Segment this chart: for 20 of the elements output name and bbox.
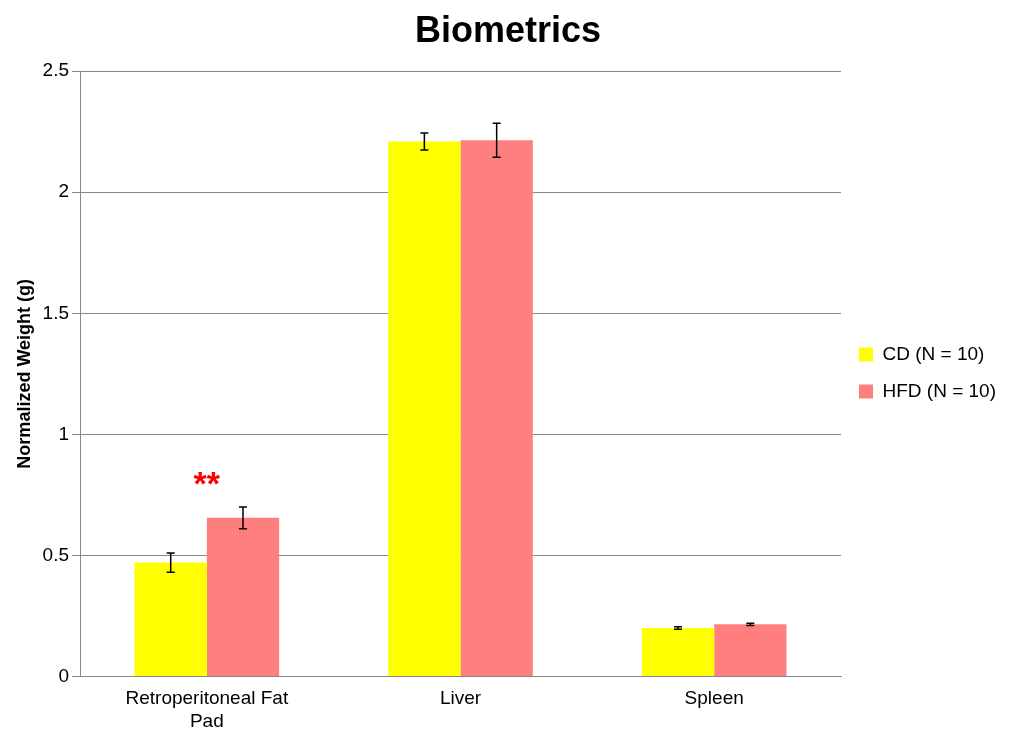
annotation: ** bbox=[193, 464, 221, 503]
y-tick-label: 1 bbox=[58, 422, 70, 444]
y-tick-label: 2.5 bbox=[42, 59, 70, 81]
bar bbox=[460, 140, 533, 676]
legend-label: HFD (N = 10) bbox=[882, 379, 997, 401]
chart-title: Biometrics bbox=[414, 8, 602, 50]
y-tick-label: 0.5 bbox=[42, 543, 70, 565]
x-tick-label: Liver bbox=[439, 687, 482, 709]
y-tick-label: 1.5 bbox=[42, 301, 70, 323]
x-tick-label: Spleen bbox=[684, 687, 744, 709]
y-tick-label: 2 bbox=[58, 180, 70, 202]
bar bbox=[134, 562, 207, 676]
legend-label: CD (N = 10) bbox=[882, 342, 985, 364]
bar bbox=[388, 141, 461, 676]
y-tick-label: 0 bbox=[58, 664, 70, 686]
bar bbox=[206, 517, 280, 676]
x-tick-label: Retroperitoneal Fat Pad bbox=[125, 687, 289, 731]
bar bbox=[641, 627, 715, 676]
y-axis-title: Normalized Weight (g) bbox=[13, 278, 34, 469]
bar bbox=[714, 624, 787, 676]
